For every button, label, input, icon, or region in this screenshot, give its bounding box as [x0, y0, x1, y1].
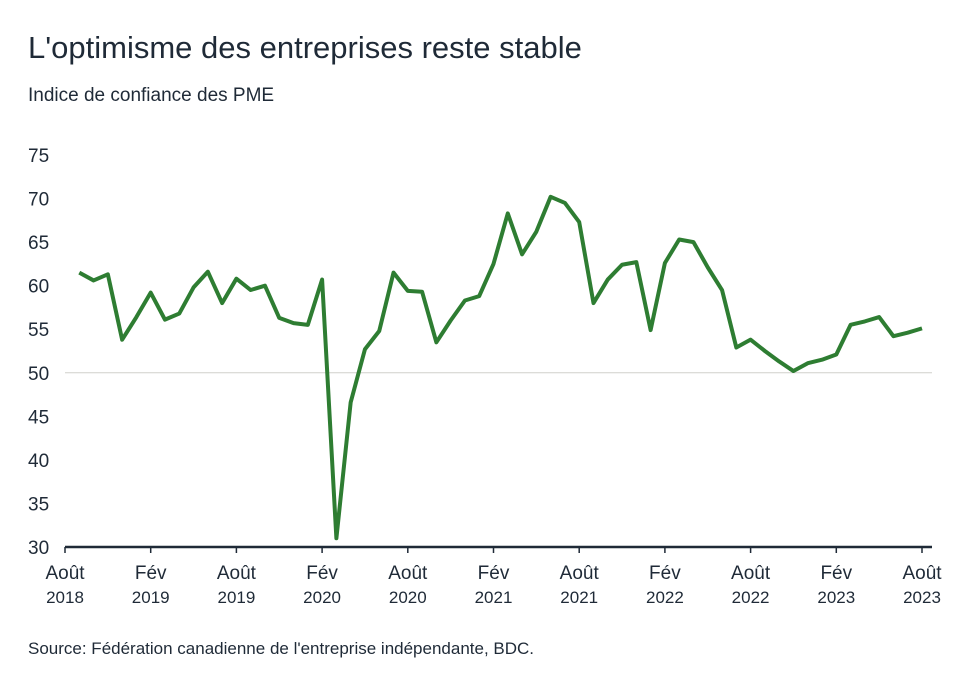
y-tick-label: 65	[28, 233, 49, 254]
x-tick-label: Août 2023	[902, 563, 942, 607]
chart-title: L'optimisme des entreprises reste stable	[28, 30, 582, 65]
x-tick-label: Fév 2022	[646, 563, 684, 607]
x-tick-label: Août 2021	[560, 563, 600, 607]
y-tick-label: 75	[28, 146, 49, 167]
y-tick-label: 40	[28, 451, 49, 472]
y-tick-label: 45	[28, 407, 49, 428]
y-tick-label: 70	[28, 190, 49, 211]
x-tick-label: Fév 2023	[817, 563, 855, 607]
y-tick-label: 35	[28, 494, 49, 515]
x-tick-label: Fév 2020	[303, 563, 341, 607]
source-note: Source: Fédération canadienne de l'entre…	[28, 639, 534, 658]
y-tick-label: 55	[28, 320, 49, 341]
x-tick-label: Fév 2019	[132, 563, 170, 607]
x-tick-label: Août 2019	[217, 563, 257, 607]
chart-subtitle: Indice de confiance des PME	[28, 85, 274, 106]
data-line	[78, 194, 923, 541]
x-tick-label: Août 2018	[45, 563, 85, 607]
y-tick-label: 30	[28, 538, 49, 559]
x-tick-label: Août 2020	[388, 563, 428, 607]
y-tick-label: 50	[28, 364, 49, 385]
x-tick-label: Fév 2021	[475, 563, 513, 607]
y-tick-label: 60	[28, 277, 49, 298]
x-tick-label: Août 2022	[731, 563, 771, 607]
